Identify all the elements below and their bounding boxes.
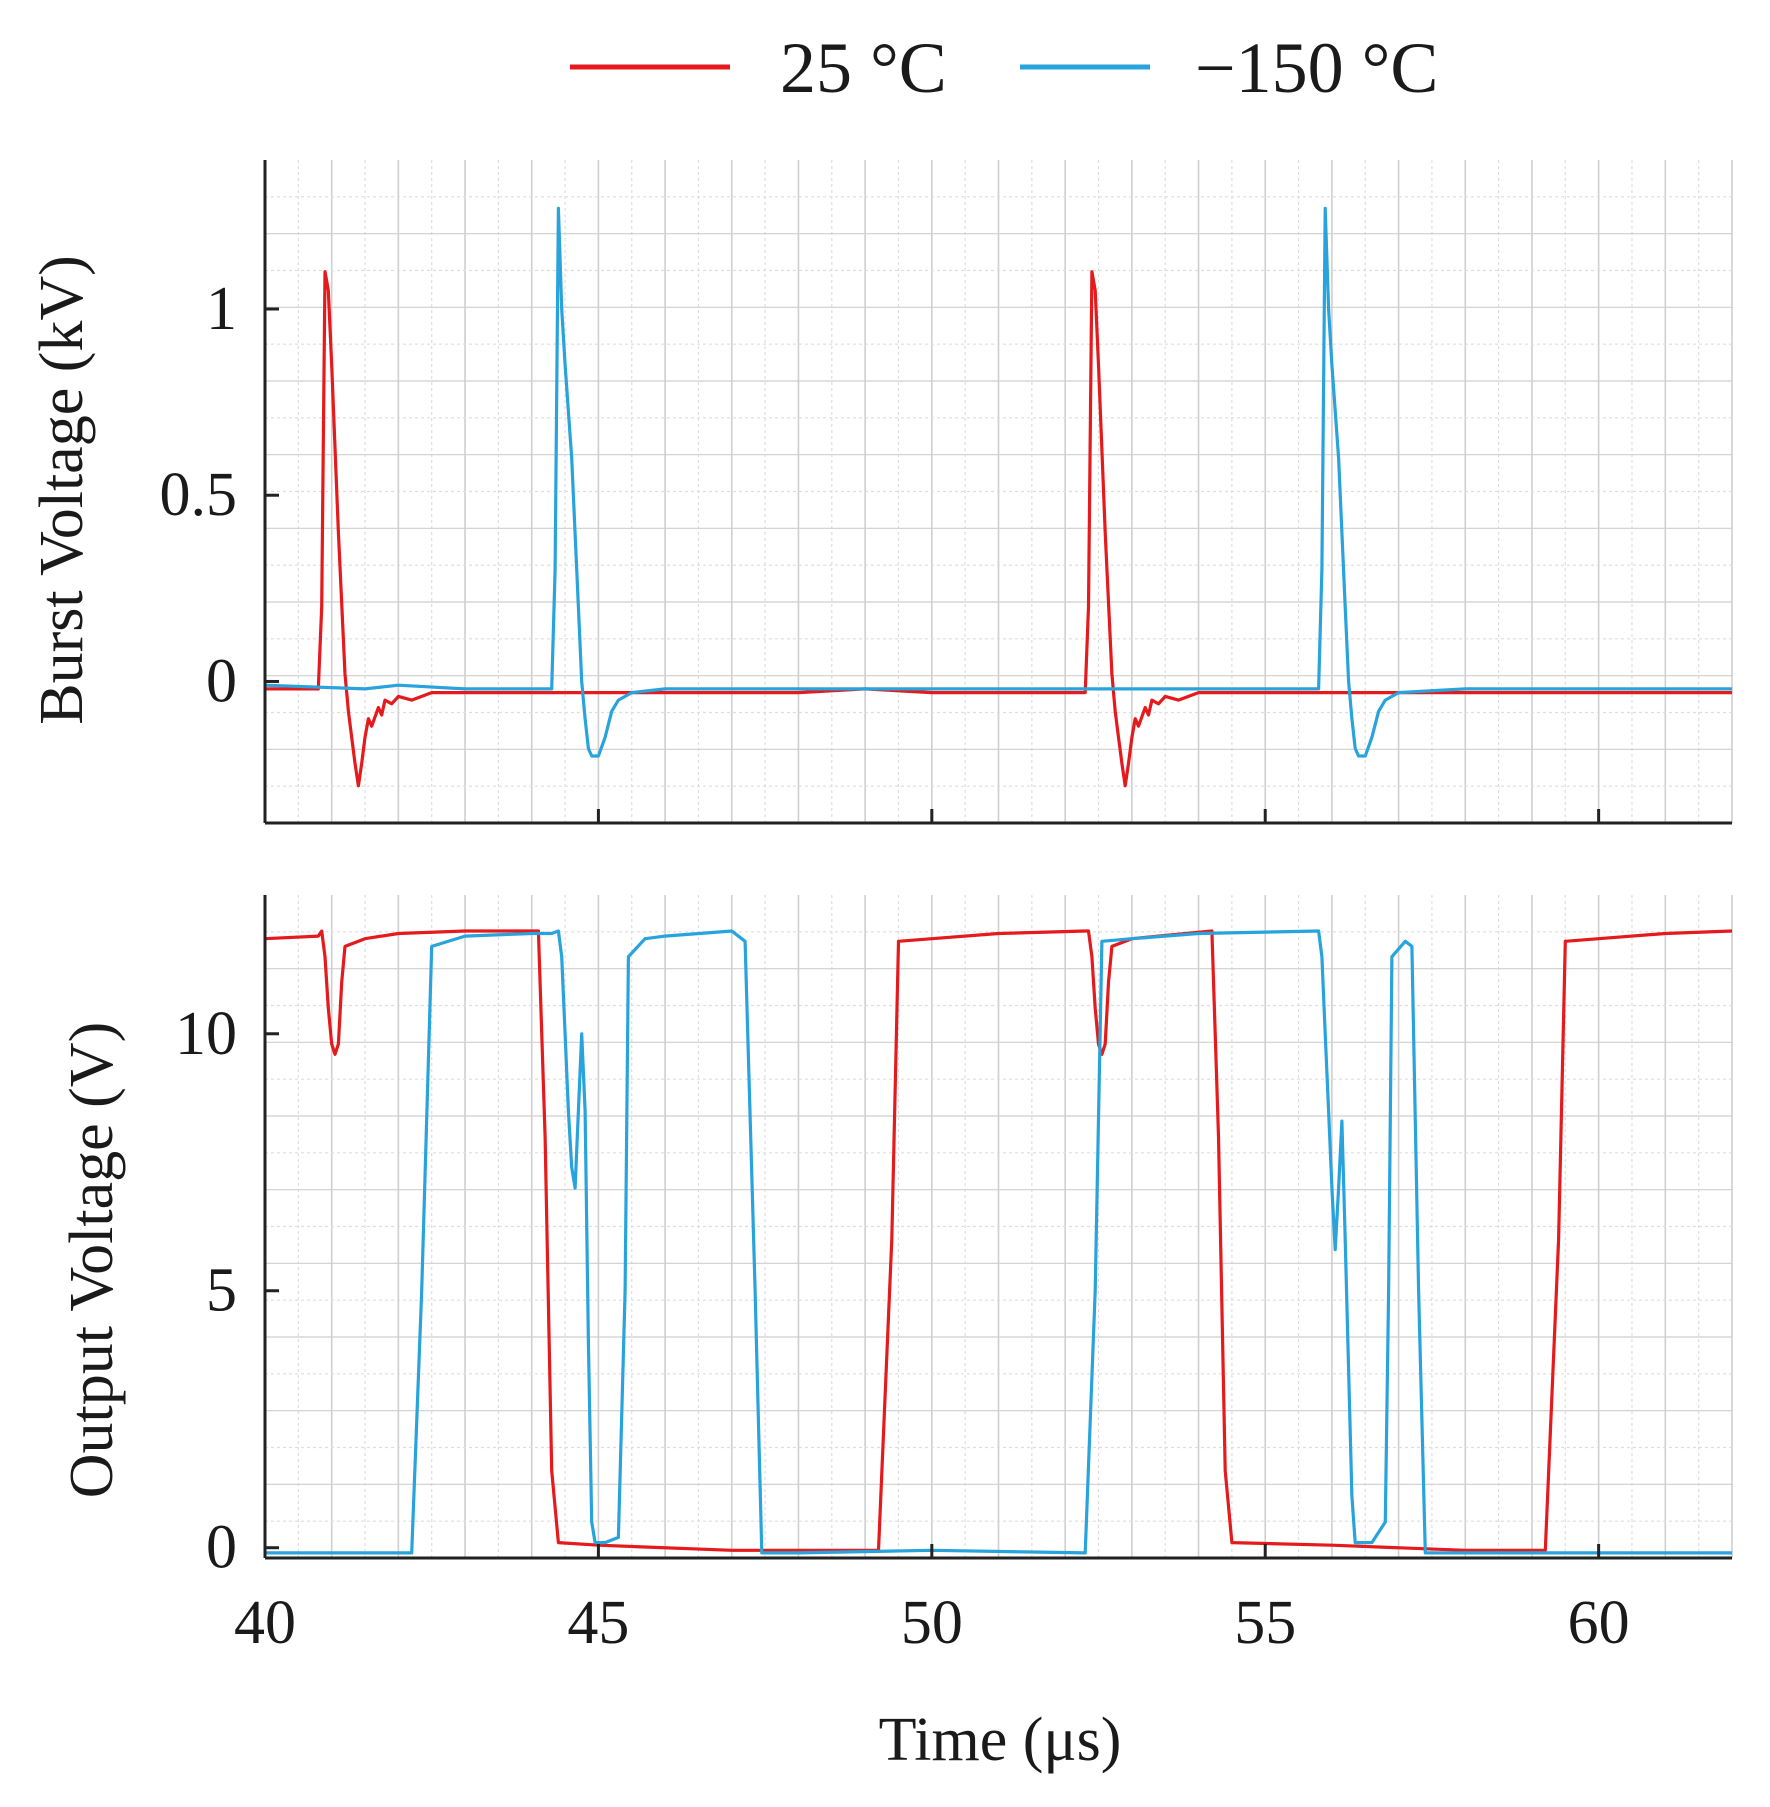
burst-voltage-panel: 00.51 Burst Voltage (kV) (28, 160, 1733, 825)
top-y-axis-label: Burst Voltage (kV) (28, 255, 96, 725)
legend-label-25c: 25 °C (780, 28, 947, 108)
bottom-series-25c (264, 929, 1733, 1552)
bottom-ytick-labels: 0 5 10 (175, 1000, 237, 1582)
xtick-label: 45 (567, 1589, 629, 1657)
top-traces (264, 206, 1732, 788)
top-ytick-label: 0 (206, 647, 237, 715)
bottom-traces (264, 929, 1733, 1555)
x-axis-label: Time (μs) (879, 1706, 1122, 1774)
top-series-minus150c (264, 206, 1732, 758)
legend: 25 °C −150 °C (570, 28, 1438, 108)
xtick-label: 55 (1234, 1589, 1296, 1657)
bottom-y-axis-label: Output Voltage (V) (58, 1022, 126, 1498)
xtick-label: 60 (1568, 1589, 1630, 1657)
bottom-ytick-label: 0 (206, 1514, 237, 1582)
output-voltage-panel: 0 5 10 40 45 50 55 60 Output Voltage (V) Time … (58, 895, 1733, 1774)
top-series-25c (265, 270, 1732, 788)
top-ytick-label: 1 (206, 275, 237, 343)
bottom-ytick-label: 10 (175, 1000, 237, 1068)
bottom-ytick-label: 5 (206, 1257, 237, 1325)
bottom-grid (265, 895, 1733, 1558)
bottom-series-minus150c (265, 929, 1732, 1555)
legend-label-minus150c: −150 °C (1195, 28, 1438, 108)
bottom-axes (263, 895, 1732, 1560)
top-grid (265, 160, 1733, 823)
xtick-label: 50 (901, 1589, 963, 1657)
top-axes (263, 160, 1732, 825)
bottom-xtick-labels: 40 45 50 55 60 (234, 1589, 1630, 1657)
xtick-label: 40 (234, 1589, 296, 1657)
top-ytick-labels: 00.51 (160, 275, 238, 715)
top-ytick-label: 0.5 (160, 461, 238, 529)
